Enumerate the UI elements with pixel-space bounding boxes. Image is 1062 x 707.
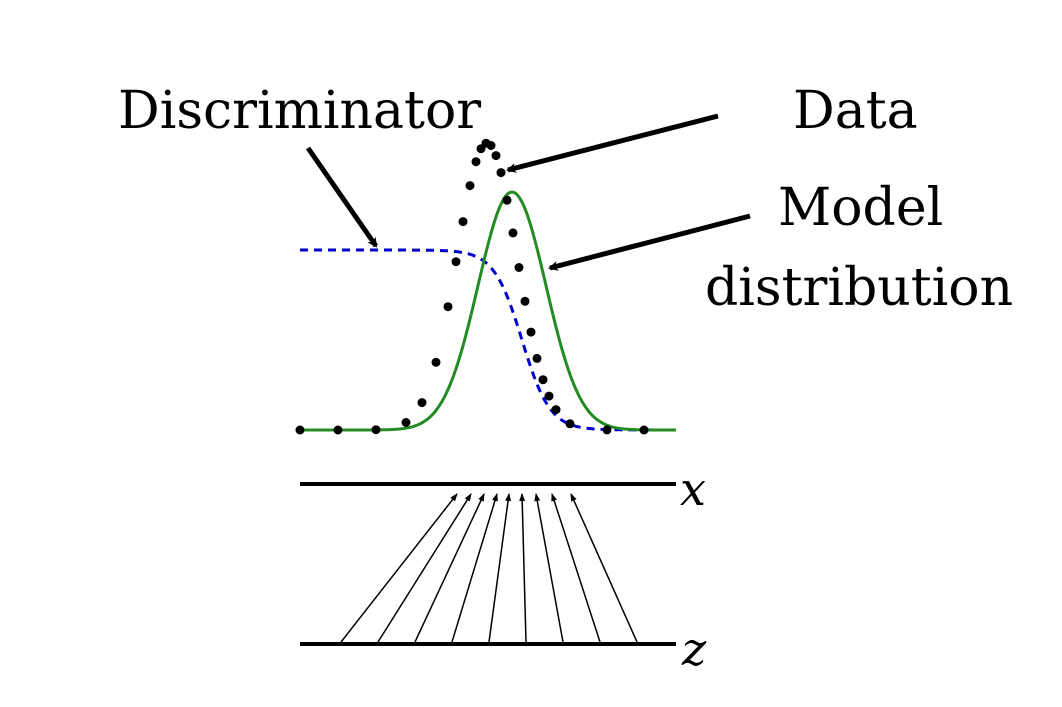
data-dot <box>486 141 496 150</box>
data-dot <box>514 263 524 272</box>
mapping-arrow <box>488 493 512 643</box>
mapping-arrow <box>551 493 601 643</box>
discriminator-pointer-arrow <box>305 146 379 248</box>
data-dot <box>565 419 575 429</box>
data-label: Data <box>793 81 918 141</box>
data-dot <box>520 296 530 306</box>
data-dot <box>371 425 381 435</box>
data-dot <box>602 425 612 435</box>
data-pointer-arrow <box>506 113 719 173</box>
data-dot <box>465 181 475 191</box>
mapping-arrow <box>519 493 527 643</box>
data-dot <box>551 405 561 415</box>
model-pointer-arrow <box>548 213 751 271</box>
mapping-arrow <box>451 493 498 643</box>
mapping-arrow <box>377 493 472 643</box>
data-dot <box>471 157 481 167</box>
data-dot <box>538 375 548 385</box>
data-dot <box>491 151 501 161</box>
data-dot <box>443 302 453 312</box>
discriminator-label: Discriminator <box>118 81 481 141</box>
data-dot <box>502 195 512 205</box>
data-dot <box>496 168 506 178</box>
data-dot <box>295 425 305 435</box>
data-dot <box>451 257 461 267</box>
data-dot <box>526 327 536 337</box>
data-dot <box>401 418 411 427</box>
data-dot <box>458 217 468 227</box>
data-dot <box>508 228 518 238</box>
data-dot <box>333 425 343 435</box>
data-distribution-dots <box>295 138 649 435</box>
model-distribution-curve <box>300 190 676 432</box>
data-dot <box>639 425 649 435</box>
mapping-arrow <box>414 493 485 643</box>
z-axis-label: z <box>681 622 707 676</box>
data-dot <box>431 357 441 367</box>
data-dot <box>544 391 554 401</box>
model-label-line2: distribution <box>705 258 1013 318</box>
data-dot <box>417 398 427 408</box>
mapping-arrows <box>340 493 638 643</box>
model-label-line1: Model <box>778 178 943 238</box>
mapping-arrow <box>570 493 638 643</box>
discriminator-curve <box>300 248 676 432</box>
mapping-arrow <box>534 493 564 643</box>
data-dot <box>532 353 542 363</box>
x-axis-label: x <box>680 462 706 516</box>
mapping-arrow <box>340 493 458 643</box>
